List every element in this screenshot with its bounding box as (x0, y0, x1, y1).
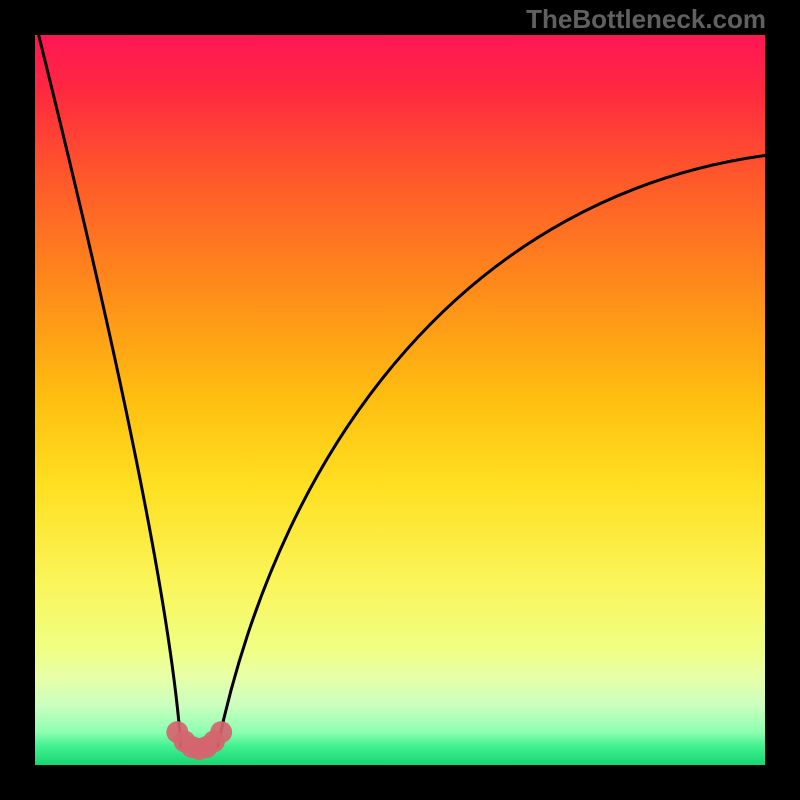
curve-layer (0, 0, 800, 800)
watermark-text: TheBottleneck.com (526, 4, 766, 35)
bottleneck-curve (35, 20, 765, 750)
trough-marker (210, 721, 232, 743)
chart-container: TheBottleneck.com (0, 0, 800, 800)
